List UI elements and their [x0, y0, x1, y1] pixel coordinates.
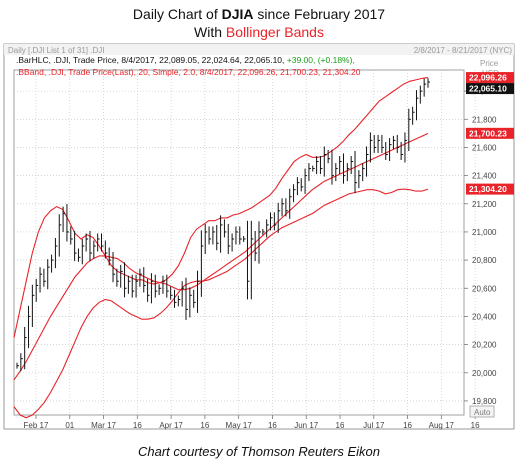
x-tick-label: Apr 17 [159, 421, 183, 430]
x-tick-label: Feb 17 [24, 421, 49, 430]
y-tick-label: 19,800 [472, 397, 497, 406]
y-tick-label: 20,600 [472, 284, 497, 293]
x-tick-label: Jul 17 [363, 421, 385, 430]
x-tick-label: 16 [200, 421, 209, 430]
legend-bar-change: +39.00, (+0.18%), [287, 55, 355, 65]
bb-middle-line [13, 132, 429, 381]
x-tick-label: Aug 17 [429, 421, 455, 430]
y-tick-label: 20,800 [472, 256, 497, 265]
x-tick-label: 16 [471, 421, 480, 430]
price-bars [16, 78, 430, 372]
y-tick-label: 21,600 [472, 143, 497, 152]
plot-area [13, 69, 465, 416]
x-tick-label: 01 [65, 421, 74, 430]
x-tick-label: 16 [403, 421, 412, 430]
auto-label: Auto [474, 408, 491, 417]
bb-lower-line [13, 188, 429, 419]
y-tick-label: 20,200 [472, 341, 497, 350]
y-tick-label: 21,000 [472, 228, 497, 237]
chart-subtitle: With Bollinger Bands [194, 24, 324, 40]
auto-scale-button[interactable] [469, 405, 495, 418]
price-tag-label: 21,700.23 [469, 128, 507, 138]
price-tag-box [466, 72, 514, 84]
gridlines [14, 70, 476, 415]
chart-caption: Chart courtesy of Thomson Reuters Eikon [137, 444, 381, 459]
chart-title: Daily Chart of DJIA since February 2017 [132, 6, 386, 22]
panel-heading-left: Daily [.DJI List 1 of 31] .DJI [8, 46, 104, 55]
panel-heading-right: 2/8/2017 - 8/21/2017 (NYC) [414, 46, 513, 55]
x-axis-ticks: Feb 17 01 Mar 17 16 Apr 17 16 May 17 16 Jun 17 16… [24, 415, 480, 430]
x-tick-label: 16 [133, 421, 142, 430]
y-tick-label: 20,400 [472, 312, 497, 321]
x-tick-label: Jun 17 [294, 421, 319, 430]
x-tick-label: 16 [268, 421, 277, 430]
price-tag-label: 22,096.26 [469, 73, 507, 83]
price-tag-box [466, 83, 514, 95]
legend-bar-text: .BarHLC, .DJI, Trade Price, 8/4/2017, 22… [16, 55, 355, 65]
y-tick-label: 20,000 [472, 369, 497, 378]
legend-band-text: .BBand, .DJI, Trade Price(Last), 20, Sim… [16, 67, 361, 77]
price-axis-label: Price [480, 59, 499, 68]
price-tag-box [466, 183, 514, 195]
panel-header-bar [4, 44, 514, 55]
y-tick-label: 21,800 [472, 115, 497, 124]
bollinger-label: Bollinger Bands [225, 24, 324, 40]
y-tick-label: 21,400 [472, 172, 497, 181]
x-tick-label: 16 [336, 421, 345, 430]
x-tick-label: Mar 17 [91, 421, 116, 430]
y-tick-label: 21,200 [472, 200, 497, 209]
x-tick-label: May 17 [226, 421, 253, 430]
price-tag-box [466, 127, 514, 139]
ticker-label: DJIA [221, 6, 254, 22]
price-tag-label: 22,065.10 [469, 84, 507, 94]
price-tag-label: 21,304.20 [469, 184, 507, 194]
